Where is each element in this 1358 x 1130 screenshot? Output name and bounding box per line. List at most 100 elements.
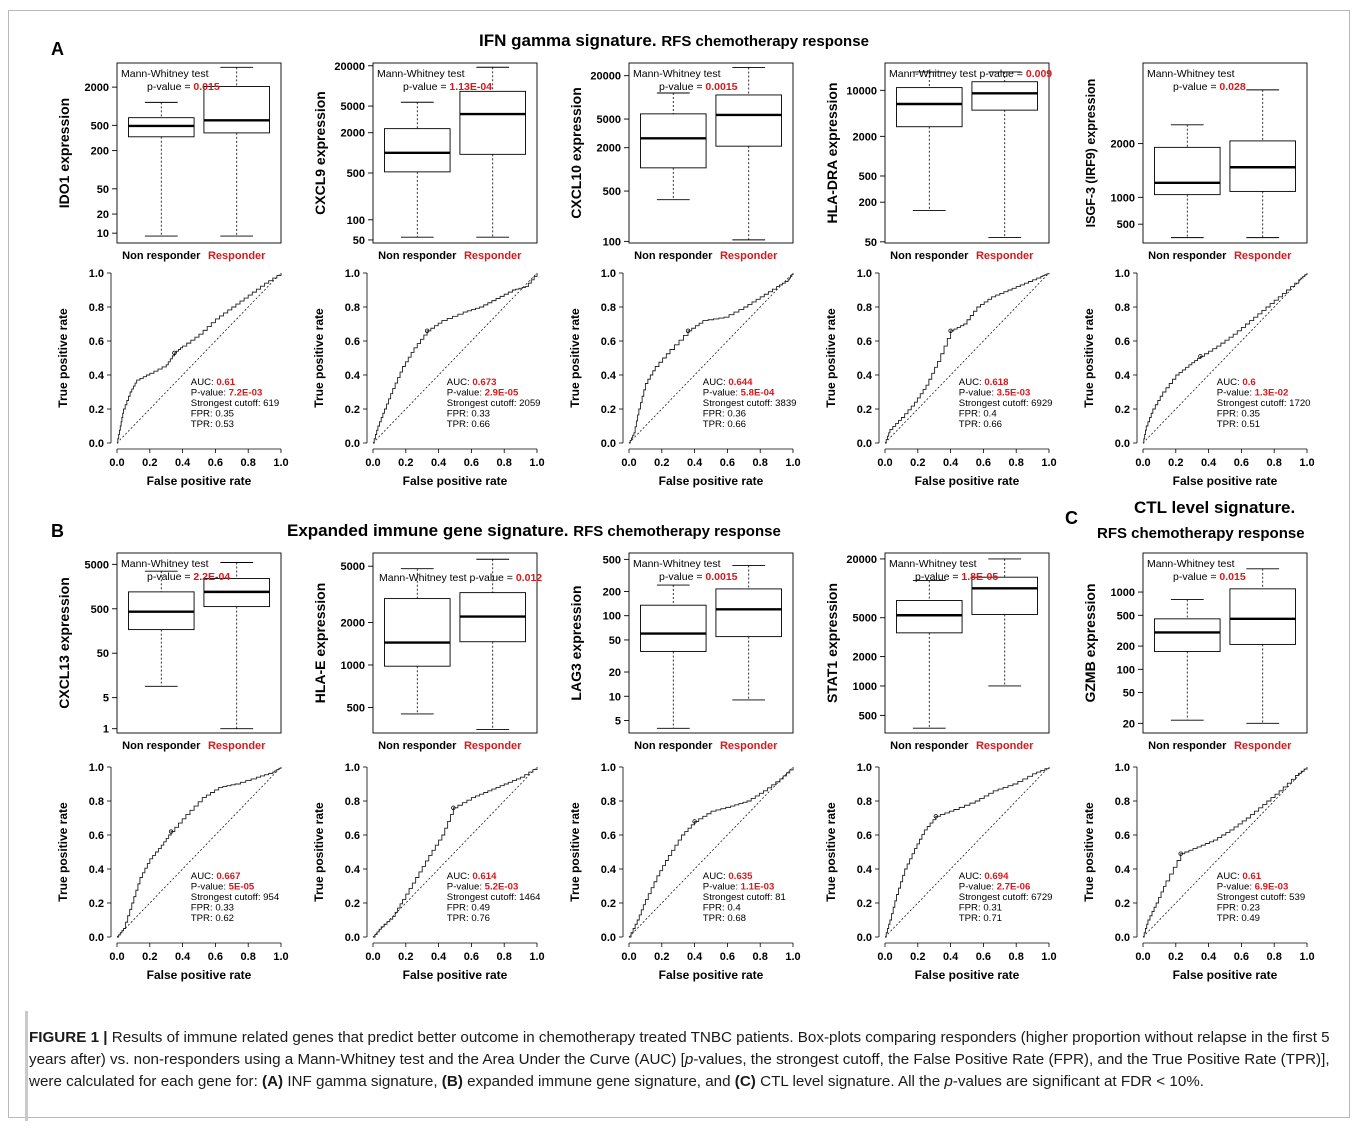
tpr-stat-label: TPR:: [959, 419, 984, 430]
y-tick-label: 0.8: [345, 796, 360, 808]
fpr-stat: FPR: 0.33: [447, 409, 490, 420]
x-tick-label: 0.4: [943, 457, 959, 469]
y-axis-label: True positive rate: [568, 802, 582, 902]
tpr-stat: TPR: 0.66: [703, 419, 746, 430]
pvalue-stat: P-value: 2.9E-05: [447, 388, 519, 399]
x-tick-label: 0.2: [142, 951, 157, 963]
x-tick-label: 0.4: [431, 951, 447, 963]
fpr-stat: FPR: 0.4: [959, 409, 998, 420]
y-tick-label: 50: [865, 237, 877, 249]
fpr-stat: FPR: 0.31: [959, 903, 1002, 914]
box-responder: [971, 558, 1038, 687]
x-tick-label: 0.8: [241, 457, 256, 469]
x-tick-label: 0.8: [753, 457, 768, 469]
x-tick-label: 0.4: [431, 457, 447, 469]
pvalue-stat-value: 2.9E-05: [485, 388, 519, 399]
panel-letter-c: C: [1065, 508, 1078, 528]
y-tick-label: 20000: [590, 71, 621, 83]
plot-frame: [116, 62, 282, 244]
boxplot-hla-dra: 50 200 500 2000 10000 HLA-DRA expression Non r…: [824, 62, 1052, 262]
tpr-stat: TPR: 0.76: [447, 913, 490, 924]
y-tick-label: 500: [91, 120, 109, 132]
section-c-subtitle-text: RFS chemotherapy response: [1097, 525, 1305, 542]
auc-stat-label: AUC:: [703, 377, 729, 388]
diagonal-reference: [884, 272, 1050, 444]
y-axis-label: STAT1 expression: [824, 583, 840, 703]
caption-text-part: (C): [734, 1073, 756, 1090]
y-tick-label: 100: [347, 215, 365, 227]
p-value-line: p-value = 0.0015: [659, 81, 738, 93]
x-axis-label: False positive rate: [147, 474, 252, 488]
x-tick-label: 1.0: [1299, 457, 1314, 469]
y-tick-label: 2000: [85, 82, 109, 94]
p-value-label: p-value =: [147, 81, 193, 93]
x-tick-label: 0.2: [398, 951, 413, 963]
x-tick-label: 0.2: [910, 951, 925, 963]
auc-stat-label: AUC:: [1217, 377, 1243, 388]
boxplot-gzmb: 20 50 100 200 500 1000 GZMB expression Non resp…: [1082, 552, 1308, 752]
box-iqr: [640, 113, 707, 169]
cutoff-stat-label: Strongest cutoff:: [191, 892, 263, 903]
x-tick-label: 0.0: [365, 457, 380, 469]
x-tick-label: 0.0: [1135, 457, 1150, 469]
x-tick-label: 0.6: [1234, 457, 1249, 469]
cutoff-stat-label: Strongest cutoff:: [191, 398, 263, 409]
y-tick-label: 1.0: [345, 762, 360, 774]
plot-frame: [1142, 62, 1308, 244]
fpr-stat-label: FPR:: [447, 903, 472, 914]
box-responder: [459, 558, 526, 730]
box-responder: [971, 71, 1038, 239]
tpr-stat-value: 0.53: [215, 419, 234, 430]
auc-stat-label: AUC:: [959, 871, 985, 882]
pvalue-stat-value: 6.9E-03: [1255, 882, 1289, 893]
cutoff-stat-label: Strongest cutoff:: [1217, 892, 1289, 903]
pvalue-stat: P-value: 5E-05: [191, 882, 255, 893]
diagonal-reference: [1142, 272, 1308, 444]
y-tick-label: 10: [609, 691, 621, 703]
box-iqr: [1154, 146, 1221, 196]
plot-frame: [628, 552, 794, 734]
p-value: 0.0015: [705, 81, 737, 93]
cutoff-stat-value: 1720: [1289, 398, 1310, 409]
roc-cxcl10: 0.0 0.0 0.2 0.2 0.4 0.4 0.6 0.6 0.8 0.8 1.0 1.0 Fals…: [568, 268, 801, 488]
tpr-stat: TPR: 0.51: [1217, 419, 1260, 430]
group-label-non-responder: Non responder: [890, 250, 969, 262]
fpr-stat-value: 0.35: [215, 409, 234, 420]
box-iqr: [896, 600, 963, 634]
roc-curve: [885, 273, 1050, 444]
y-tick-label: 0.0: [857, 932, 872, 944]
x-tick-label: 1.0: [1041, 457, 1056, 469]
y-axis-label: LAG3 expression: [568, 585, 584, 700]
diagonal-reference: [628, 766, 794, 938]
caption-text-part: INF gamma signature,: [283, 1073, 442, 1090]
tpr-stat-value: 0.51: [1241, 419, 1260, 430]
y-tick-label: 20: [1123, 718, 1135, 730]
boxplot-stat1: 500 1000 2000 5000 20000 STAT1 expression Non …: [824, 552, 1050, 752]
x-tick-label: 0.0: [109, 457, 124, 469]
pvalue-stat-label: P-value:: [191, 882, 229, 893]
fpr-stat-label: FPR:: [1217, 409, 1242, 420]
y-tick-label: 1.0: [601, 268, 616, 280]
y-tick-label: 0.2: [1115, 404, 1130, 416]
roc-isgf-3-irf9-: 0.0 0.0 0.2 0.2 0.4 0.4 0.6 0.6 0.8 0.8 1.0 1.0 Fals…: [1082, 268, 1315, 488]
y-tick-label: 1.0: [601, 762, 616, 774]
tpr-stat-value: 0.66: [983, 419, 1002, 430]
x-tick-label: 1.0: [1299, 951, 1314, 963]
p-value-line: p-value = 0.028: [1173, 81, 1246, 93]
y-tick-label: 0.4: [89, 370, 105, 382]
p-value-label: p-value =: [659, 81, 705, 93]
roc-curve: [117, 767, 282, 938]
caption-text-part: Results of immune related genes that pre…: [29, 1029, 1330, 1068]
y-axis-label: True positive rate: [1082, 308, 1096, 408]
y-axis-label: HLA-E expression: [312, 583, 328, 704]
x-tick-label: 0.6: [720, 457, 735, 469]
x-axis-label: False positive rate: [147, 968, 252, 982]
x-tick-label: 0.8: [1267, 457, 1282, 469]
caption-rule: [25, 1011, 28, 1121]
y-tick-label: 10: [97, 228, 109, 240]
y-tick-label: 2000: [853, 652, 877, 664]
y-tick-label: 0.6: [345, 336, 360, 348]
pvalue-stat-label: P-value:: [703, 388, 741, 399]
cutoff-point: [1198, 354, 1203, 359]
y-axis-label: True positive rate: [824, 802, 838, 902]
